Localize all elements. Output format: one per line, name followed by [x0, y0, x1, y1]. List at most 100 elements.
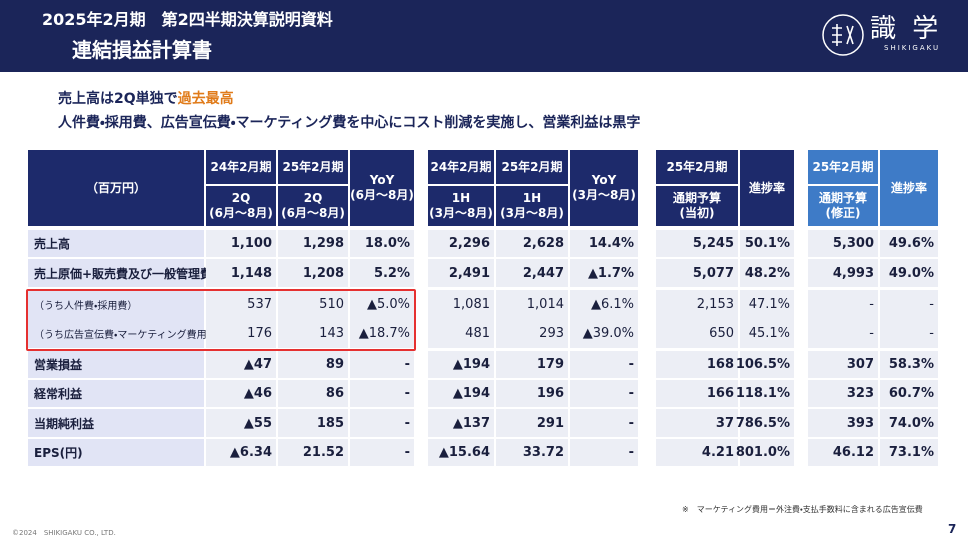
header-line: (6月～8月)	[350, 188, 414, 202]
value-cell: 2,491	[428, 259, 494, 287]
value-cell: 2,628	[496, 230, 568, 258]
header-line: 進捗率	[890, 180, 927, 195]
value-cell: 45.1%	[740, 319, 794, 349]
column-header: 1H (3月～8月)	[496, 186, 568, 226]
row-label: EPS(円)	[28, 438, 204, 467]
value-cell: 291	[496, 409, 568, 437]
value-cell: 74.0%	[880, 409, 938, 437]
header-line: YoY	[591, 173, 617, 187]
value-cell: 166	[656, 380, 738, 408]
column-header-top: 25年2月期	[808, 150, 878, 184]
column-header-top: 24年2月期	[206, 150, 276, 184]
header-band	[0, 0, 968, 72]
column-header: 2Q (6月～8月)	[206, 186, 276, 226]
logo-mark	[822, 14, 864, 56]
value-cell: ▲47	[206, 350, 276, 378]
value-cell: 537	[206, 289, 276, 319]
row-label: 経常利益	[28, 380, 204, 408]
deck-title: 2025年2月期 第2四半期決算説明資料	[42, 10, 333, 29]
value-cell: 176	[206, 319, 276, 349]
value-cell: -	[570, 380, 638, 408]
value-cell: 307	[808, 350, 878, 378]
value-cell: 2,447	[496, 259, 568, 287]
column-header: 進捗率	[740, 150, 794, 226]
lead-line: 人件費・採用費、広告宣伝費・マーケティング費を中心にコスト削減を実施し、営業利益…	[58, 115, 641, 131]
slide-title: 連結損益計算書	[72, 38, 212, 62]
row-label: （うち広告宣伝費・マーケティング費用※）	[28, 319, 225, 349]
value-cell: 196	[496, 380, 568, 408]
header-line: (当初)	[679, 206, 715, 220]
value-cell: 786.5%	[736, 409, 794, 437]
value-cell: 393	[808, 409, 878, 437]
value-cell: 293	[496, 319, 568, 349]
value-cell: 37	[656, 409, 738, 437]
value-cell: -	[880, 289, 938, 319]
row-label: 売上原価+販売費及び一般管理費	[28, 259, 212, 287]
column-header-top: 25年2月期	[278, 150, 348, 184]
value-cell: ▲6.34	[206, 438, 276, 467]
value-cell: -	[350, 409, 414, 437]
value-cell: 5,300	[808, 230, 878, 258]
column-header-top: 25年2月期	[656, 150, 738, 184]
value-cell: 1,014	[496, 289, 568, 319]
value-cell: 1,208	[278, 259, 348, 287]
value-cell: 60.7%	[880, 380, 938, 408]
value-cell: ▲55	[206, 409, 276, 437]
value-cell: 14.4%	[570, 230, 638, 258]
value-cell: 481	[428, 319, 494, 349]
value-cell: 48.2%	[740, 259, 794, 287]
value-cell: 18.0%	[350, 230, 414, 258]
brand-name: 識 学	[870, 14, 943, 44]
value-cell: 5,245	[656, 230, 738, 258]
header-line: （百万円）	[85, 180, 146, 195]
value-cell: 2,153	[656, 289, 738, 319]
value-cell: ▲5.0%	[350, 289, 414, 319]
row-label: 営業損益	[28, 350, 204, 378]
header-line: 通期予算	[672, 191, 721, 205]
header-line: (3月～8月)	[429, 206, 493, 220]
value-cell: 4,993	[808, 259, 878, 287]
value-cell: -	[808, 289, 878, 319]
page-number: 7	[948, 522, 957, 536]
column-header-top: 25年2月期	[496, 150, 568, 184]
value-cell: 1,081	[428, 289, 494, 319]
value-cell: 106.5%	[736, 350, 794, 378]
header-line: 2Q	[303, 191, 323, 205]
row-label: 売上高	[28, 230, 204, 258]
value-cell: -	[570, 438, 638, 467]
value-cell: 46.12	[808, 438, 878, 467]
value-cell: 510	[278, 289, 348, 319]
value-cell: 1,100	[206, 230, 276, 258]
value-cell: ▲39.0%	[570, 319, 638, 349]
column-header: 通期予算 (当初)	[656, 186, 738, 226]
value-cell: 58.3%	[880, 350, 938, 378]
brand-sub: SHIKIGAKU	[884, 44, 941, 52]
column-header: 通期予算 (修正)	[808, 186, 878, 226]
value-cell: 185	[278, 409, 348, 437]
value-cell: 50.1%	[740, 230, 794, 258]
lead-line: 売上高は2Q単独で過去最高	[58, 88, 234, 108]
column-header: 1H (3月～8月)	[428, 186, 494, 226]
value-cell: 5,077	[656, 259, 738, 287]
column-header: （百万円）	[28, 150, 204, 226]
value-cell: 168	[656, 350, 738, 378]
header-line: (3月～8月)	[572, 188, 636, 202]
row-label: （うち人件費・採用費）	[28, 289, 204, 319]
value-cell: ▲194	[428, 350, 494, 378]
header-line: YoY	[369, 173, 395, 187]
header-line: 通期予算	[818, 191, 867, 205]
value-cell: -	[350, 350, 414, 378]
header-line: (6月～8月)	[281, 206, 345, 220]
value-cell: 2,296	[428, 230, 494, 258]
value-cell: 1,148	[206, 259, 276, 287]
header-line: 2Q	[231, 191, 251, 205]
lead-text: 売上高は2Q単独で	[58, 91, 178, 107]
value-cell: ▲194	[428, 380, 494, 408]
value-cell: 86	[278, 380, 348, 408]
value-cell: 89	[278, 350, 348, 378]
column-header-top: 24年2月期	[428, 150, 494, 184]
copyright: ©2024 SHIKIGAKU CO., LTD.	[12, 529, 116, 537]
row-label: 当期純利益	[28, 409, 204, 437]
